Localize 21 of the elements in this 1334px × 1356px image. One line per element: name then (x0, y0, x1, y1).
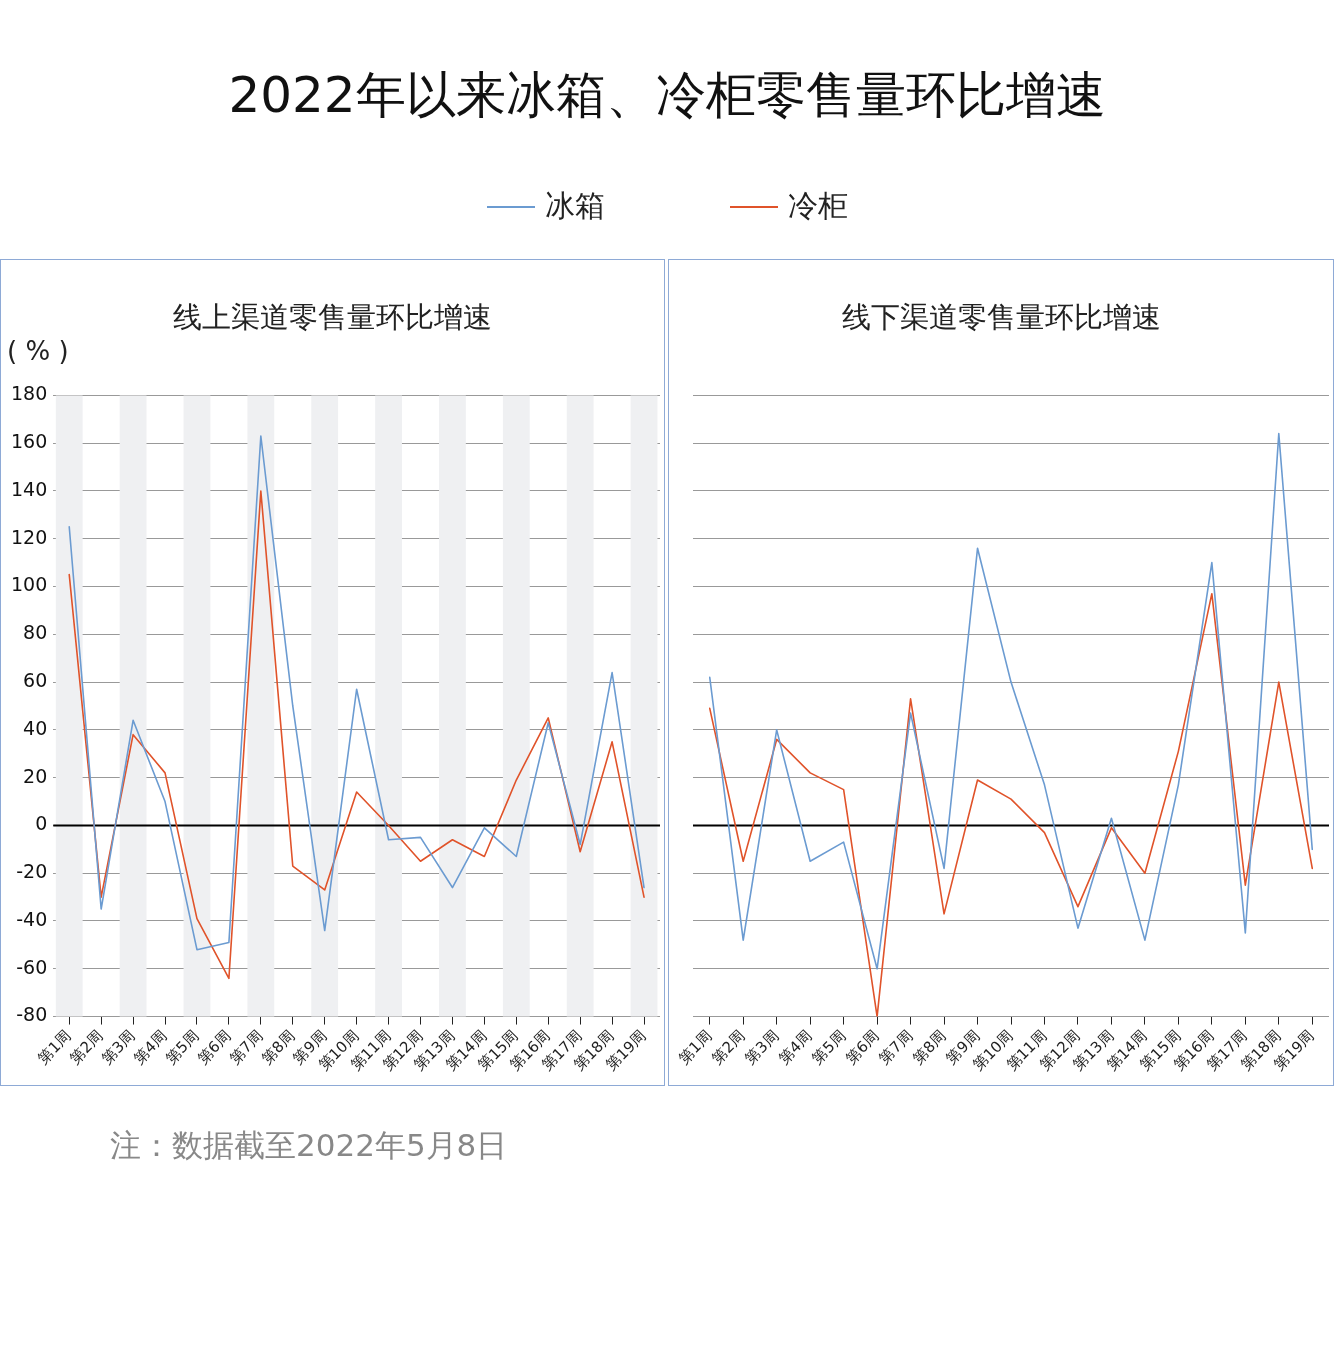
chart-title: 2022年以来冰箱、冷柜零售量环比增速 (227, 65, 1107, 126)
y-tick-label: 120 (11, 525, 48, 548)
y-tick-label: 80 (23, 621, 48, 644)
y-tick-label: 140 (11, 477, 48, 500)
y-tick-label: -80 (16, 1003, 48, 1026)
y-tick-label: 0 (35, 812, 48, 835)
text: 注：数据截至2022年5月8日 (110, 1126, 508, 1165)
chart-subtitle: 线上渠道零售量环比增速 (173, 300, 492, 334)
y-tick-label: 60 (23, 669, 48, 692)
legend-label: 冰箱 (544, 187, 605, 225)
legend-label: 冷柜 (787, 187, 848, 225)
y-tick-label: 40 (23, 716, 48, 739)
y-tick-label: 20 (23, 764, 48, 787)
y-tick-label: -20 (16, 860, 48, 883)
y-tick-label: 160 (11, 430, 48, 453)
y-axis-title: ( % ) (7, 336, 69, 366)
y-tick-label: -40 (16, 907, 48, 930)
y-tick-label: -60 (16, 955, 48, 978)
chart-subtitle: 线下渠道零售量环比增速 (840, 299, 1162, 336)
y-tick-label: 180 (11, 382, 48, 405)
y-tick-label: 100 (11, 573, 48, 596)
